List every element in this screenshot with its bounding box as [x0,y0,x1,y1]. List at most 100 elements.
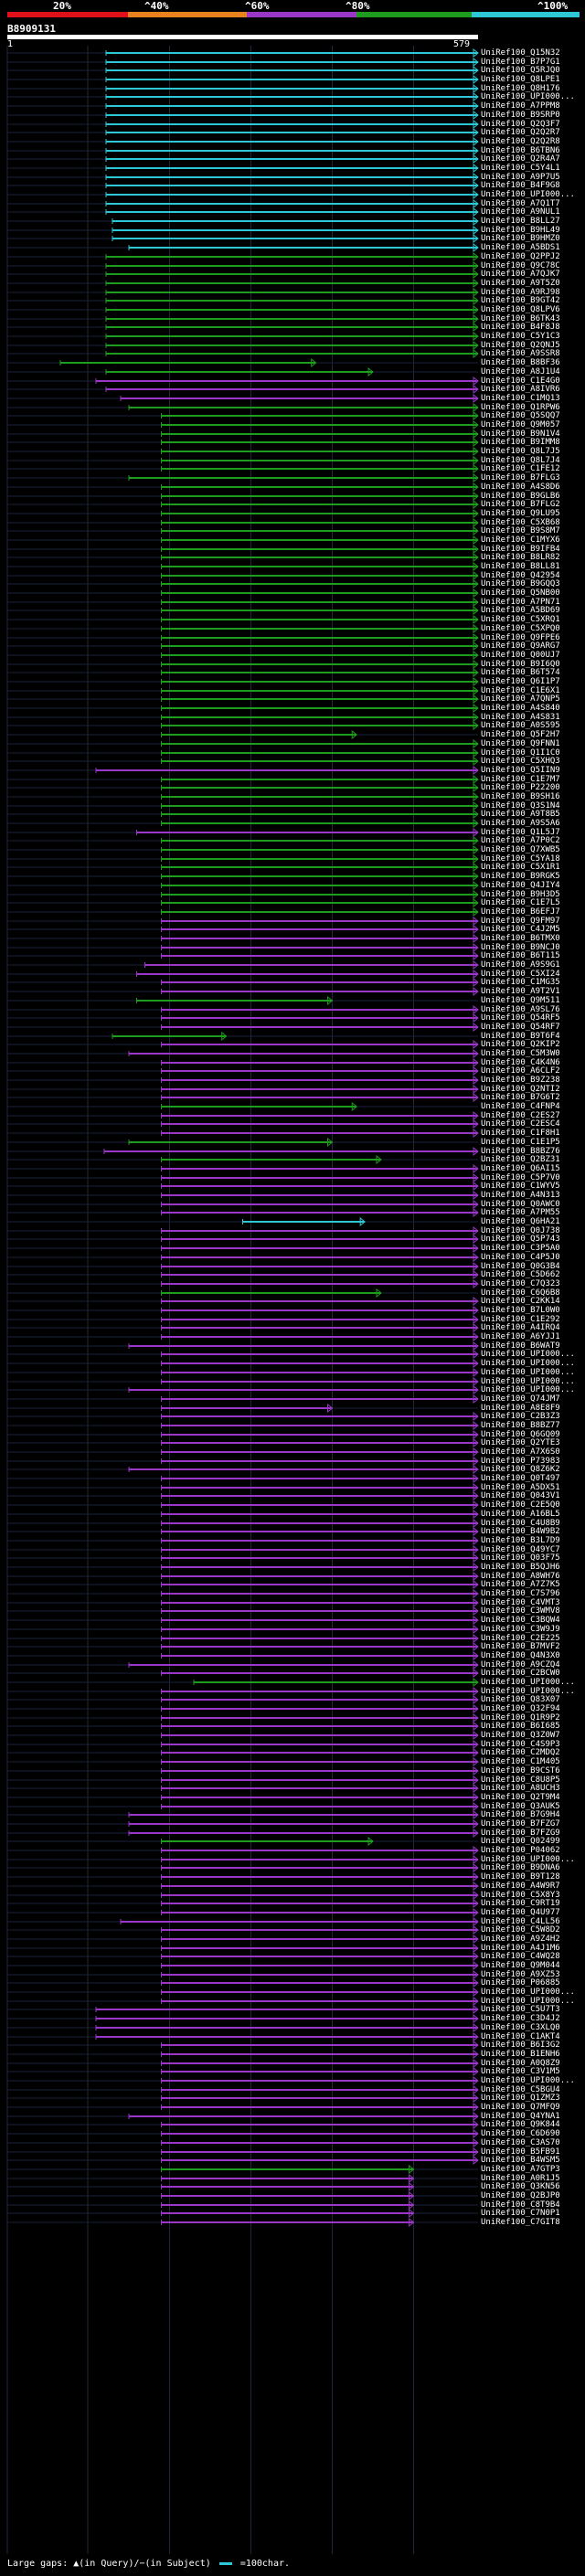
hit-label[interactable]: UniRef100_B9HMZ0 [481,234,560,243]
hit-label[interactable]: UniRef100_Q1RPW6 [481,403,560,412]
hit-label[interactable]: UniRef100_B8LL27 [481,217,560,226]
hit-label[interactable]: UniRef100_Q8Z6K2 [481,1465,560,1474]
hit-label[interactable]: UniRef100_UPI000... [481,1350,575,1359]
hit-label[interactable]: UniRef100_C1WYV5 [481,1182,560,1191]
hit-label[interactable]: UniRef100_B9NCJ0 [481,943,560,952]
hit-label[interactable]: UniRef100_Q0AWC0 [481,1200,560,1209]
hit-label[interactable]: UniRef100_UPI000... [481,1377,575,1386]
hit-label[interactable]: UniRef100_C1E6X1 [481,686,560,695]
hit-label[interactable]: UniRef100_B6TBN6 [481,146,560,155]
hit-label[interactable]: UniRef100_B9SRP0 [481,111,560,120]
hit-label[interactable]: UniRef100_B7FZG7 [481,1819,560,1829]
hit-label[interactable]: UniRef100_UPI000... [481,1855,575,1864]
hit-label[interactable]: UniRef100_B7G6T2 [481,1093,560,1102]
hit-label[interactable]: UniRef100_Q2Q2R8 [481,137,560,146]
hit-label[interactable]: UniRef100_Q9FM97 [481,917,560,926]
hit-label[interactable]: UniRef100_A9T2V1 [481,987,560,996]
hit-label[interactable]: UniRef100_A5BDS1 [481,243,560,252]
hit-label[interactable]: UniRef100_A4IRQ4 [481,1323,560,1332]
hit-label[interactable]: UniRef100_C3P5A0 [481,1244,560,1253]
hit-label[interactable]: UniRef100_UPI000... [481,2076,575,2085]
hit-label[interactable]: UniRef100_Q3S1N4 [481,801,560,811]
hit-label[interactable]: UniRef100_B9CST6 [481,1766,560,1776]
hit-label[interactable]: UniRef100_UPI000... [481,1678,575,1687]
hit-label[interactable]: UniRef100_A5DX51 [481,1483,560,1492]
hit-label[interactable]: UniRef100_C5D662 [481,1270,560,1279]
hit-label[interactable]: UniRef100_C2ES27 [481,1111,560,1120]
hit-label[interactable]: UniRef100_Q9K844 [481,2120,560,2129]
hit-label[interactable]: UniRef100_B9IMM8 [481,438,560,447]
hit-label[interactable]: UniRef100_B4F8J8 [481,323,560,332]
hit-label[interactable]: UniRef100_A4J1M6 [481,1944,560,1953]
hit-label[interactable]: UniRef100_A7Z7K5 [481,1580,560,1589]
hit-label[interactable]: UniRef100_Q54RF5 [481,1013,560,1023]
hit-label[interactable]: UniRef100_C5X8Y3 [481,1891,560,1900]
hit-label[interactable]: UniRef100_A8J1U4 [481,367,560,376]
hit-label[interactable]: UniRef100_A8E8F9 [481,1404,560,1413]
hit-label[interactable]: UniRef100_Q5RJQ0 [481,66,560,75]
hit-label[interactable]: UniRef100_C3BQW4 [481,1616,560,1625]
hit-label[interactable]: UniRef100_C7GIT8 [481,2218,560,2227]
hit-label[interactable]: UniRef100_C3D4J2 [481,2014,560,2023]
hit-label[interactable]: UniRef100_B1ENH6 [481,2050,560,2059]
hit-label[interactable]: UniRef100_B9I6Q0 [481,660,560,669]
hit-label[interactable]: UniRef100_B9DNA6 [481,1863,560,1872]
hit-label[interactable]: UniRef100_P73983 [481,1457,560,1466]
hit-label[interactable]: UniRef100_C5XPQ0 [481,624,560,633]
hit-label[interactable]: UniRef100_Q1I1C0 [481,748,560,758]
hit-label[interactable]: UniRef100_C3W9J9 [481,1625,560,1634]
hit-label[interactable]: UniRef100_A9S5A6 [481,819,560,828]
hit-label[interactable]: UniRef100_A7QJK7 [481,270,560,279]
hit-label[interactable]: UniRef100_Q02499 [481,1837,560,1846]
hit-label[interactable]: UniRef100_B9GQQ3 [481,579,560,588]
hit-label[interactable]: UniRef100_Q74JM7 [481,1394,560,1404]
hit-label[interactable]: UniRef100_B7FLG2 [481,500,560,509]
hit-label[interactable]: UniRef100_C2MDQ2 [481,1748,560,1757]
hit-label[interactable]: UniRef100_C1E7M7 [481,775,560,784]
hit-label[interactable]: UniRef100_Q3AUK5 [481,1802,560,1811]
hit-label[interactable]: UniRef100_B8LL81 [481,562,560,571]
hit-label[interactable]: UniRef100_B8LR82 [481,553,560,562]
hit-label[interactable]: UniRef100_A4S8D6 [481,482,560,492]
hit-label[interactable]: UniRef100_Q8LPE1 [481,75,560,84]
hit-label[interactable]: UniRef100_C7N0P1 [481,2209,560,2218]
hit-label[interactable]: UniRef100_A7X6S0 [481,1447,560,1457]
hit-label[interactable]: UniRef100_Q0T497 [481,1474,560,1483]
hit-label[interactable]: UniRef100_A9NUL1 [481,207,560,217]
hit-label[interactable]: UniRef100_Q15N32 [481,48,560,58]
hit-label[interactable]: UniRef100_Q83X07 [481,1695,560,1704]
hit-label[interactable]: UniRef100_Q0G3B4 [481,1262,560,1271]
hit-label[interactable]: UniRef100_A9T5Z0 [481,279,560,288]
hit-label[interactable]: UniRef100_A6YJJ1 [481,1332,560,1341]
hit-label[interactable]: UniRef100_Q9FNN1 [481,739,560,748]
hit-label[interactable]: UniRef100_C5BGU4 [481,2085,560,2094]
hit-label[interactable]: UniRef100_A7PM55 [481,1208,560,1217]
hit-label[interactable]: UniRef100_B4F9G8 [481,181,560,190]
hit-label[interactable]: UniRef100_Q1L5J7 [481,828,560,837]
hit-label[interactable]: UniRef100_C5M3W0 [481,1049,560,1058]
hit-label[interactable]: UniRef100_Q6I1P7 [481,677,560,686]
hit-label[interactable]: UniRef100_C5U7T3 [481,2005,560,2014]
hit-label[interactable]: UniRef100_Q5P743 [481,1235,560,1244]
hit-label[interactable]: UniRef100_Q9M057 [481,420,560,429]
hit-label[interactable]: UniRef100_Q32F94 [481,1704,560,1713]
hit-label[interactable]: UniRef100_B9T6F4 [481,1032,560,1041]
hit-label[interactable]: UniRef100_A9P7U5 [481,173,560,182]
hit-label[interactable]: UniRef100_B7FZG9 [481,1829,560,1838]
hit-label[interactable]: UniRef100_A9XZ53 [481,1970,560,1979]
hit-label[interactable]: UniRef100_A4S831 [481,713,560,722]
hit-label[interactable]: UniRef100_C2ESC4 [481,1119,560,1129]
hit-label[interactable]: UniRef100_Q49YC7 [481,1545,560,1554]
hit-label[interactable]: UniRef100_A7QNP5 [481,694,560,704]
hit-label[interactable]: UniRef100_A8WH76 [481,1572,560,1581]
hit-label[interactable]: UniRef100_A8UCH3 [481,1784,560,1793]
hit-label[interactable]: UniRef100_B8BZ77 [481,1421,560,1430]
hit-label[interactable]: UniRef100_A7PN71 [481,598,560,607]
hit-label[interactable]: UniRef100_Q7XWB5 [481,845,560,854]
hit-label[interactable]: UniRef100_Q03F75 [481,1553,560,1563]
hit-label[interactable]: UniRef100_C4VMT3 [481,1598,560,1607]
hit-label[interactable]: UniRef100_C4K4N6 [481,1058,560,1067]
hit-label[interactable]: UniRef100_Q8H176 [481,84,560,93]
hit-label[interactable]: UniRef100_C4U8B9 [481,1519,560,1528]
hit-label[interactable]: UniRef100_B8BZ76 [481,1147,560,1156]
